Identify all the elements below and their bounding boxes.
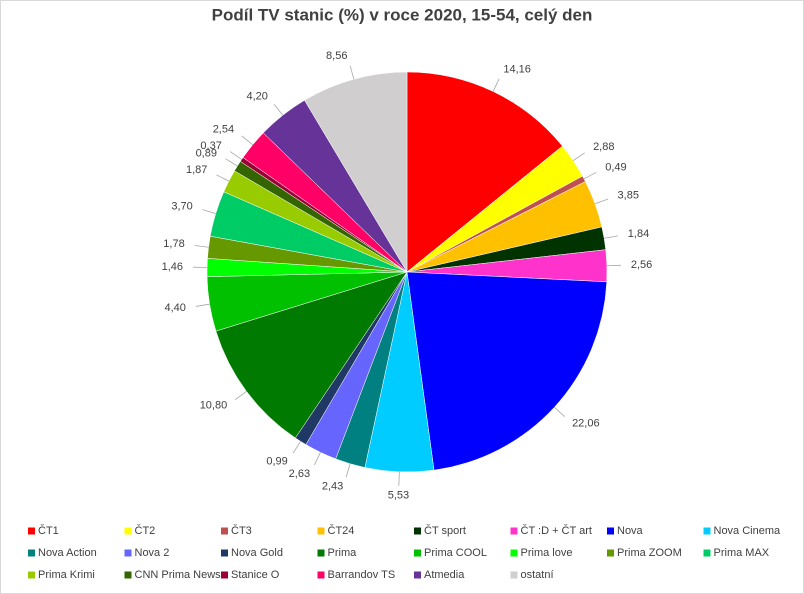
legend-swatch <box>414 571 421 579</box>
leader-line <box>216 174 229 182</box>
data-label: 1,87 <box>186 164 207 176</box>
legend-label: Prima <box>328 547 358 559</box>
leader-line <box>292 441 301 454</box>
data-label: 1,78 <box>163 238 184 250</box>
legend-swatch <box>221 571 228 579</box>
data-label: 0,49 <box>605 162 626 174</box>
data-label: 4,20 <box>247 90 268 102</box>
legend-swatch <box>317 571 325 579</box>
leader-line <box>241 135 253 146</box>
legend-swatch <box>703 527 711 535</box>
legend-swatch <box>124 549 132 557</box>
leader-line <box>229 151 242 160</box>
legend-label: Prima love <box>521 547 573 559</box>
legend-swatch <box>317 527 325 535</box>
legend-swatch <box>124 527 132 535</box>
legend-swatch <box>414 549 421 557</box>
legend-label: ČT :D + ČT art <box>521 524 592 537</box>
data-label: 2,63 <box>289 468 310 480</box>
legend-label: Nova 2 <box>135 547 170 559</box>
leader-line <box>225 158 238 167</box>
legend-label: Nova Action <box>38 547 97 559</box>
leader-line <box>194 245 209 248</box>
legend-label: ČT2 <box>135 524 156 537</box>
legend-swatch <box>414 527 421 535</box>
leader-line <box>398 471 400 486</box>
data-label: 22,06 <box>572 417 600 429</box>
legend-swatch <box>703 549 711 557</box>
legend-label: ČT1 <box>38 524 59 537</box>
pie-slice <box>406 271 608 471</box>
legend-swatch <box>510 549 518 557</box>
data-label: 2,56 <box>631 259 652 271</box>
legend-label: Atmedia <box>424 569 465 581</box>
legend-swatch <box>221 549 228 557</box>
legend-swatch <box>221 527 228 535</box>
legend-label: Prima Krimi <box>38 569 95 581</box>
data-label: 1,46 <box>162 261 183 273</box>
chart-title: Podíl TV stanic (%) v roce 2020, 15-54, … <box>212 5 593 24</box>
legend-label: Nova Gold <box>231 547 283 559</box>
legend-label: Nova <box>617 525 644 537</box>
legend-label: ostatní <box>521 569 554 581</box>
leader-line <box>349 65 355 80</box>
data-label: 2,54 <box>213 123 234 135</box>
data-label: 8,56 <box>326 50 347 62</box>
data-label: 14,16 <box>503 64 531 76</box>
data-label: 4,40 <box>164 302 185 314</box>
legend-swatch <box>28 571 35 579</box>
legend-swatch <box>510 571 518 579</box>
legend-swatch <box>28 549 35 557</box>
legend-label: Prima ZOOM <box>617 547 682 559</box>
leader-line <box>492 78 500 92</box>
data-label: 1,84 <box>628 228 649 240</box>
legend-label: Prima COOL <box>424 547 487 559</box>
legend-label: Stanice O <box>231 569 280 581</box>
leader-line <box>572 152 585 161</box>
legend-label: Barrandov TS <box>328 569 396 581</box>
leader-line <box>583 171 597 180</box>
data-label: 0,99 <box>266 456 287 468</box>
data-label: 5,53 <box>388 490 409 502</box>
legend-swatch <box>510 527 518 535</box>
data-label: 2,43 <box>322 481 343 493</box>
leader-line <box>235 390 247 400</box>
legend-label: ČT24 <box>328 524 355 537</box>
leader-line <box>594 198 609 205</box>
legend-swatch <box>28 527 35 535</box>
data-label: 10,80 <box>200 400 228 412</box>
legend-label: Prima MAX <box>714 547 770 559</box>
legend-label: Nova Cinema <box>714 525 782 537</box>
legend-label: ČT3 <box>231 524 252 537</box>
legend-swatch <box>607 549 614 557</box>
legend-swatch <box>607 527 614 535</box>
legend-swatch <box>124 571 132 579</box>
leader-line <box>202 209 216 214</box>
data-label: 3,70 <box>171 200 192 212</box>
legend-swatch <box>317 549 325 557</box>
leader-line <box>604 235 619 239</box>
legend-label: ČT sport <box>424 524 466 537</box>
data-label: 0,37 <box>200 140 221 152</box>
data-label: 0,89 <box>196 147 217 159</box>
leader-line <box>314 452 321 466</box>
leader-line <box>554 406 565 417</box>
legend-label: CNN Prima News <box>135 569 222 581</box>
data-label: 2,88 <box>593 141 614 153</box>
leader-line <box>345 463 351 478</box>
data-label: 3,85 <box>618 189 639 201</box>
leader-line <box>273 103 284 116</box>
leader-line <box>195 303 210 307</box>
